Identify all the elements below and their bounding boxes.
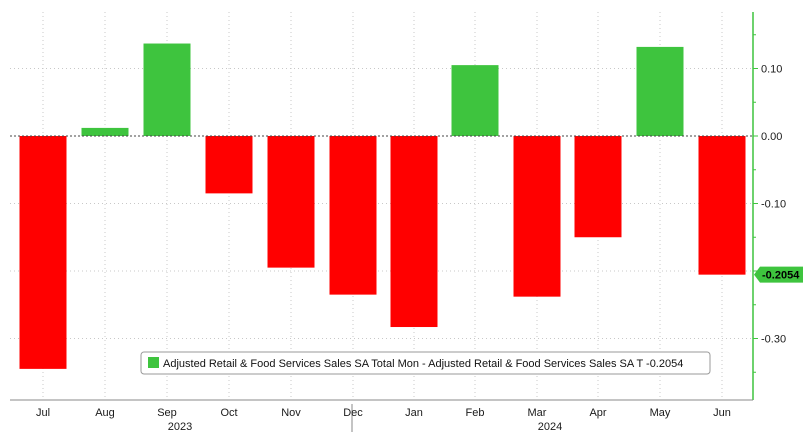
bar-jun	[698, 136, 746, 275]
bar-jul	[19, 136, 67, 369]
y-tick-label-4: -0.30	[761, 334, 786, 346]
bar-jan	[390, 136, 438, 328]
bar-aug	[81, 127, 129, 136]
legend-box	[140, 351, 711, 375]
legend-swatch	[148, 357, 159, 368]
x-tick-label-nov: Nov	[281, 407, 301, 419]
x-tick-label-may: May	[650, 407, 671, 419]
year-label-2024: 2024	[538, 421, 562, 433]
bar-apr	[574, 136, 622, 238]
last-value-label: -0.2054	[762, 270, 800, 282]
last-value-badge	[754, 266, 803, 283]
bar-feb	[451, 65, 499, 136]
axis-layer	[10, 12, 758, 432]
bar-nov	[267, 136, 315, 268]
y-tick-label-1: 0.00	[761, 131, 782, 143]
bar-may	[636, 46, 684, 136]
year-label-2023: 2023	[168, 421, 192, 433]
x-tick-label-dec: Dec	[343, 407, 363, 419]
labels-layer: 0.10 0.00 -0.10 -0.30 -0.2054 Jul Aug Sep Oct Nov…	[36, 64, 803, 433]
x-tick-label-mar: Mar	[528, 407, 547, 419]
legend-text: Adjusted Retail & Food Services Sales SA…	[163, 358, 683, 370]
legend: Adjusted Retail & Food Services Sales SA…	[140, 351, 711, 375]
y-tick-label-2: -0.10	[761, 199, 786, 211]
bar-dec	[329, 136, 377, 295]
x-tick-label-sep: Sep	[157, 407, 177, 419]
y-tick-label-0: 0.10	[761, 64, 782, 76]
x-tick-label-jul: Jul	[36, 407, 50, 419]
bar-oct	[205, 136, 253, 194]
x-tick-label-oct: Oct	[220, 407, 237, 419]
bars-layer	[19, 43, 746, 369]
x-tick-label-jun: Jun	[713, 407, 731, 419]
x-tick-label-aug: Aug	[95, 407, 115, 419]
x-tick-label-apr: Apr	[589, 407, 606, 419]
x-tick-label-jan: Jan	[405, 407, 423, 419]
bar-mar	[513, 136, 561, 297]
bar-sep	[143, 43, 191, 136]
x-tick-label-feb: Feb	[466, 407, 485, 419]
